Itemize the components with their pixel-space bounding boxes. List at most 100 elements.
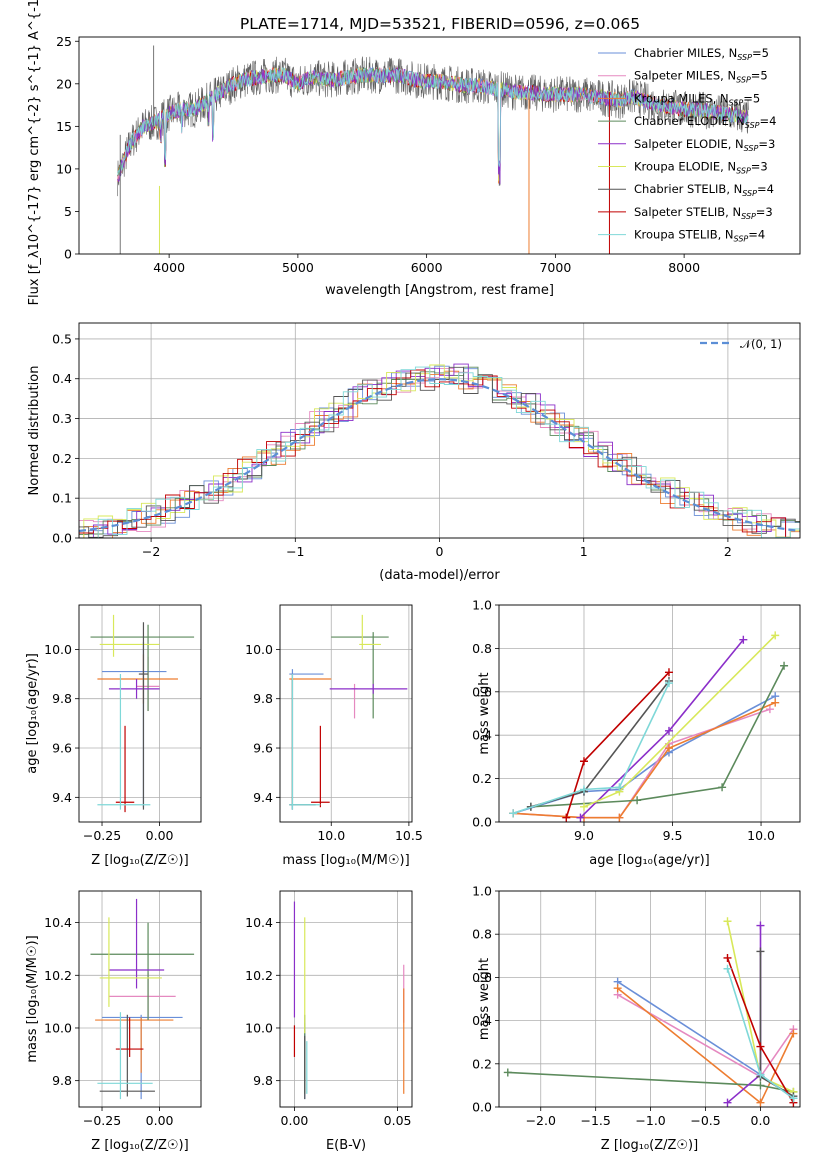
weight-marker (615, 783, 624, 792)
z-weight-panel: −2.0 −1.5 −1.0 −0.5 0.0 0.0 0.2 0.4 0.6 0.8 1.0 Z [… (472, 884, 801, 1153)
x-tick-label: 5000 (282, 260, 314, 275)
x-tick-label: −0.25 (83, 828, 121, 843)
x-axis-label: Z [log₁₀(Z/Z☉)] (91, 853, 188, 868)
legend-count: =5 (752, 46, 769, 60)
legend-count: =4 (760, 114, 777, 128)
y-tick-label: 9.8 (52, 1073, 72, 1088)
weight-marker (756, 1081, 765, 1090)
z-age-panel: −0.25 0.00 9.4 9.6 9.8 10.0 Z [log₁₀(Z/Z☉)] age… (25, 604, 202, 868)
x-tick-label: 7000 (539, 260, 571, 275)
y-tick-label: 10.4 (245, 915, 273, 930)
legend-label: Chabrier MILES, N (634, 46, 737, 60)
x-tick-label: 6000 (411, 260, 443, 275)
y-tick-label: 0.2 (472, 1056, 492, 1071)
x-tick-label: 0.00 (146, 828, 174, 843)
y-tick-label: 9.4 (52, 790, 72, 805)
x-axis-label: Z [log₁₀(Z/Z☉)] (601, 1138, 698, 1153)
legend-label: Chabrier ELODIE, N (634, 114, 745, 128)
x-tick-label: −1.0 (635, 1113, 665, 1128)
spectrum-panel: 4000 5000 6000 7000 8000 0 5 10 15 20 25 Chabrier M… (27, 0, 801, 305)
weight-line (583, 634, 776, 808)
x-axis-label: E(B-V) (326, 1138, 366, 1153)
y-axis-label: mass [log₁₀(M/M☉)] (25, 935, 40, 1062)
x-tick-label: 9.5 (663, 828, 683, 843)
axes-frame (78, 322, 801, 539)
weight-marker (756, 1070, 765, 1079)
normal-curve (78, 378, 801, 533)
weight-marker (579, 802, 588, 811)
y-tick-label: 9.8 (52, 691, 72, 706)
axes-frame (279, 890, 413, 1108)
legend-subscript: SSP (742, 189, 757, 198)
y-tick-label: 9.4 (253, 790, 273, 805)
legend-entry: Salpeter ELODIE, NSSP=3 (634, 137, 775, 153)
x-tick-label: 4000 (153, 260, 185, 275)
residuals-panel: −2 −1 0 1 2 0.0 0.1 0.2 0.3 0.4 0.5 𝒩(0, 1) (data-mo… (27, 322, 801, 583)
weight-marker (664, 726, 673, 735)
legend-entry: Kroupa MILES, NSSP=5 (634, 91, 760, 107)
histogram-step (97, 366, 800, 538)
y-tick-label: 0.3 (52, 411, 72, 426)
legend-count: =5 (743, 91, 760, 105)
x-tick-label: 0.0 (751, 1113, 771, 1128)
legend-entry: Kroupa ELODIE, NSSP=3 (634, 160, 768, 176)
spectrum-line (117, 67, 749, 175)
y-tick-label: 9.6 (253, 741, 273, 756)
weight-marker (615, 813, 624, 822)
weight-line (512, 682, 670, 815)
legend-entry: Kroupa STELIB, NSSP=4 (634, 228, 765, 244)
legend-label: Salpeter ELODIE, N (634, 137, 744, 151)
legend-entry: Chabrier MILES, NSSP=5 (634, 46, 769, 62)
legend-count: =5 (751, 69, 768, 83)
axes-frame (498, 890, 801, 1108)
histogram-step (83, 364, 800, 538)
weight-marker (756, 1098, 765, 1107)
weight-marker (789, 1094, 798, 1103)
y-axis-label: mass weight (477, 958, 492, 1040)
y-axis-label: mass weight (477, 672, 492, 754)
z-mass-panel: −0.25 0.00 9.8 10.0 10.2 10.4 Z [log₁₀(Z/Z☉)] m… (25, 890, 202, 1153)
y-tick-label: 9.8 (253, 691, 273, 706)
legend-count: =4 (748, 228, 765, 242)
figure-title: PLATE=1714, MJD=53521, FIBERID=0596, z=0… (240, 15, 640, 33)
legend-subscript: SSP (737, 53, 752, 62)
x-axis-label: wavelength [Angstrom, rest frame] (325, 283, 554, 298)
x-tick-label: 10.0 (317, 828, 345, 843)
x-tick-label: 9.0 (574, 828, 594, 843)
y-tick-label: 10.0 (44, 1020, 72, 1035)
y-axis-label: age [log₁₀(age/yr)] (25, 653, 40, 774)
axes-frame (78, 890, 202, 1108)
axes-frame (279, 604, 413, 823)
x-tick-label: 8000 (668, 260, 700, 275)
weight-line (726, 925, 762, 1104)
legend-subscript: SSP (736, 76, 751, 85)
y-tick-label: 10.2 (44, 968, 72, 983)
y-tick-label: 10.0 (44, 642, 72, 657)
y-axis-label: Flux [f_λ10^{-17} erg cm^{-2} s^{-1} A^{… (27, 0, 42, 305)
legend-subscript: SSP (744, 144, 759, 153)
weight-marker (756, 1042, 765, 1051)
legend-label: Kroupa STELIB, N (634, 228, 734, 242)
age-weight-panel: 9.0 9.5 10.0 0.0 0.2 0.4 0.6 0.8 1.0 age [log₁₀(a… (472, 598, 801, 868)
weight-marker (576, 813, 585, 822)
y-tick-label: 10.2 (245, 968, 273, 983)
legend-entry: Salpeter MILES, NSSP=5 (634, 69, 768, 85)
y-tick-label: 0.6 (472, 684, 492, 699)
weight-marker (579, 785, 588, 794)
ebv-mass-panel: 0.00 0.05 9.8 10.0 10.2 10.4 E(B-V) (245, 890, 413, 1153)
y-tick-label: 25 (56, 34, 72, 49)
weight-marker (633, 796, 642, 805)
axes-frame (498, 604, 801, 823)
x-tick-label: −1.5 (580, 1113, 610, 1128)
legend-entry: Chabrier ELODIE, NSSP=4 (634, 114, 776, 130)
x-tick-label: 0.00 (281, 1113, 309, 1128)
legend-subscript: SSP (741, 212, 756, 221)
legend-count: =3 (758, 137, 775, 151)
legend-subscript: SSP (734, 235, 749, 244)
y-tick-label: 0.0 (52, 531, 72, 546)
weight-marker (780, 661, 789, 670)
y-tick-label: 0.0 (472, 815, 492, 830)
x-axis-label: Z [log₁₀(Z/Z☉)] (91, 1138, 188, 1153)
axes-frame (78, 36, 801, 255)
weight-marker (509, 809, 518, 818)
